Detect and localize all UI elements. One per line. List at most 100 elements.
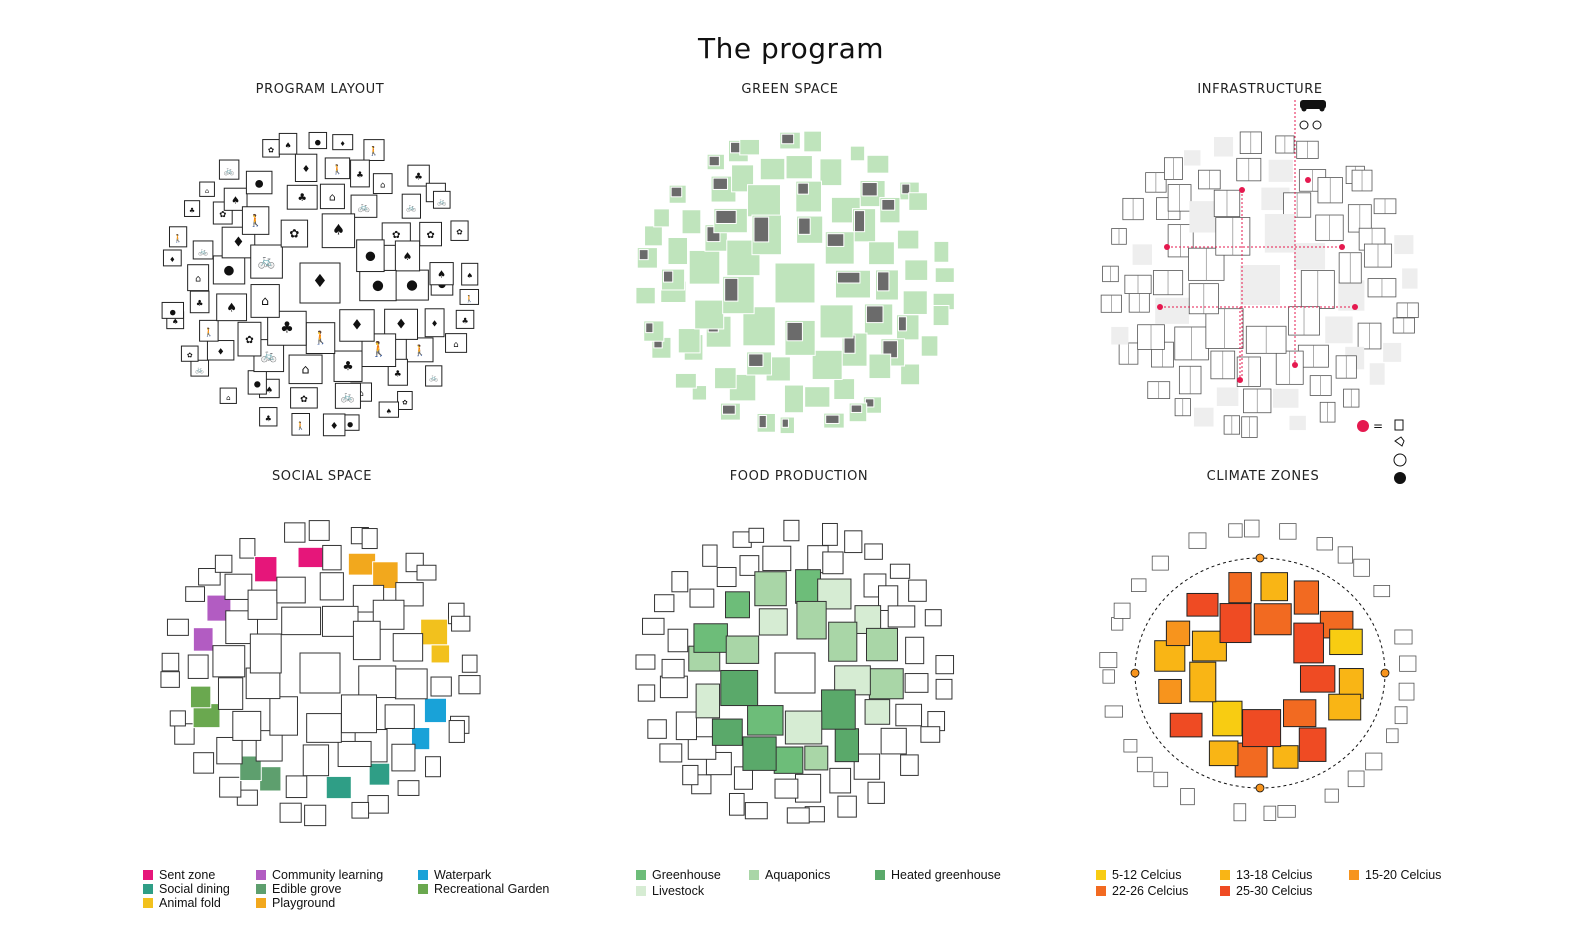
green-block bbox=[804, 386, 831, 408]
social-block bbox=[461, 654, 478, 673]
program-block bbox=[356, 239, 385, 273]
program-block bbox=[250, 244, 283, 279]
social-block bbox=[232, 710, 262, 741]
program-icon: ✿ bbox=[245, 334, 254, 346]
food-block bbox=[762, 545, 792, 572]
program-icon: ♦ bbox=[395, 316, 407, 332]
green-block bbox=[908, 192, 928, 211]
program-icon: ♣ bbox=[356, 169, 364, 179]
program-icon: ♦ bbox=[302, 164, 311, 175]
program-block bbox=[168, 226, 188, 248]
building-block bbox=[901, 183, 911, 195]
thermometer-icon bbox=[1255, 553, 1265, 563]
legend-item: 25-30 Celcius bbox=[1220, 884, 1312, 898]
green-block bbox=[653, 208, 670, 228]
outer-block bbox=[1399, 655, 1417, 672]
climate-zones-diagram bbox=[1099, 519, 1417, 822]
green-block bbox=[811, 349, 843, 380]
program-icon: ⌂ bbox=[380, 180, 385, 190]
food-block bbox=[716, 566, 737, 588]
green-block bbox=[691, 385, 708, 401]
building-block bbox=[730, 141, 742, 154]
legend-climate: 5-12 Celcius 13-18 Celcius 15-20 Celcius… bbox=[1096, 868, 1496, 904]
social-block bbox=[451, 615, 471, 632]
green-space-diagram bbox=[635, 130, 955, 435]
legend-swatch bbox=[636, 870, 646, 880]
social-block bbox=[319, 572, 344, 601]
legend-item: Animal fold bbox=[143, 896, 221, 910]
program-icon: ♠ bbox=[172, 317, 179, 326]
social-block bbox=[214, 554, 233, 573]
program-icon: ♣ bbox=[297, 191, 307, 204]
legend-swatch bbox=[256, 884, 266, 894]
food-block bbox=[758, 608, 788, 636]
climate-block bbox=[1293, 580, 1320, 615]
building-block bbox=[758, 414, 767, 429]
building-block bbox=[645, 322, 654, 334]
legend-item: Recreational Garden bbox=[418, 882, 549, 896]
legend-item: Waterpark bbox=[418, 868, 491, 882]
green-block bbox=[900, 363, 921, 386]
legend-item: Aquaponics bbox=[749, 868, 830, 882]
program-block bbox=[250, 284, 280, 318]
food-block bbox=[671, 571, 689, 593]
social-block bbox=[308, 520, 330, 541]
textured-area bbox=[1402, 268, 1418, 289]
program-icon: ⌂ bbox=[195, 274, 201, 285]
outer-block bbox=[1386, 728, 1399, 744]
green-block bbox=[667, 236, 689, 266]
social-block bbox=[297, 546, 324, 569]
outer-block bbox=[1337, 546, 1353, 564]
climate-block bbox=[1165, 620, 1191, 647]
social-block bbox=[169, 710, 186, 727]
climate-block bbox=[1299, 665, 1336, 693]
food-block bbox=[908, 579, 927, 602]
social-block bbox=[347, 552, 377, 576]
program-block bbox=[319, 183, 345, 210]
textured-area bbox=[1289, 415, 1306, 431]
program-icon: ✿ bbox=[392, 230, 400, 241]
building-block bbox=[825, 414, 840, 424]
food-block bbox=[687, 736, 717, 760]
green-block bbox=[819, 158, 843, 187]
program-block bbox=[432, 190, 451, 209]
climate-block bbox=[1260, 572, 1289, 602]
legend-swatch bbox=[143, 898, 153, 908]
program-icon: 🚶 bbox=[204, 327, 214, 337]
food-block bbox=[647, 719, 667, 739]
program-block bbox=[445, 333, 468, 353]
station-dot bbox=[1239, 187, 1245, 193]
building-block bbox=[715, 209, 737, 224]
outer-block bbox=[1277, 805, 1296, 818]
textured-area bbox=[1261, 187, 1290, 211]
climate-block bbox=[1329, 628, 1363, 656]
program-icon: ♠ bbox=[466, 271, 473, 280]
program-block bbox=[332, 134, 354, 151]
program-block bbox=[180, 345, 199, 362]
social-block bbox=[255, 730, 283, 762]
program-icon: ♠ bbox=[332, 222, 345, 239]
building-block bbox=[638, 249, 649, 261]
textured-area bbox=[1273, 388, 1299, 408]
station-dot bbox=[1339, 244, 1345, 250]
textured-area bbox=[1338, 280, 1365, 311]
program-icon: ♦ bbox=[312, 271, 328, 292]
green-block bbox=[783, 384, 804, 414]
program-block bbox=[405, 337, 434, 363]
textured-area bbox=[1155, 297, 1190, 324]
climate-block bbox=[1253, 603, 1292, 636]
green-block bbox=[759, 157, 786, 181]
program-icon: ♠ bbox=[437, 270, 446, 281]
program-icon: ♠ bbox=[284, 141, 291, 150]
food-block bbox=[822, 522, 838, 546]
social-block bbox=[392, 633, 424, 662]
climate-block bbox=[1328, 693, 1362, 721]
social-block bbox=[239, 755, 262, 782]
social-block bbox=[212, 645, 246, 678]
social-block bbox=[281, 606, 322, 636]
outer-block bbox=[1233, 803, 1247, 822]
program-block bbox=[305, 322, 336, 355]
outer-block bbox=[1373, 585, 1391, 598]
food-block bbox=[796, 600, 827, 640]
food-block bbox=[747, 705, 784, 736]
